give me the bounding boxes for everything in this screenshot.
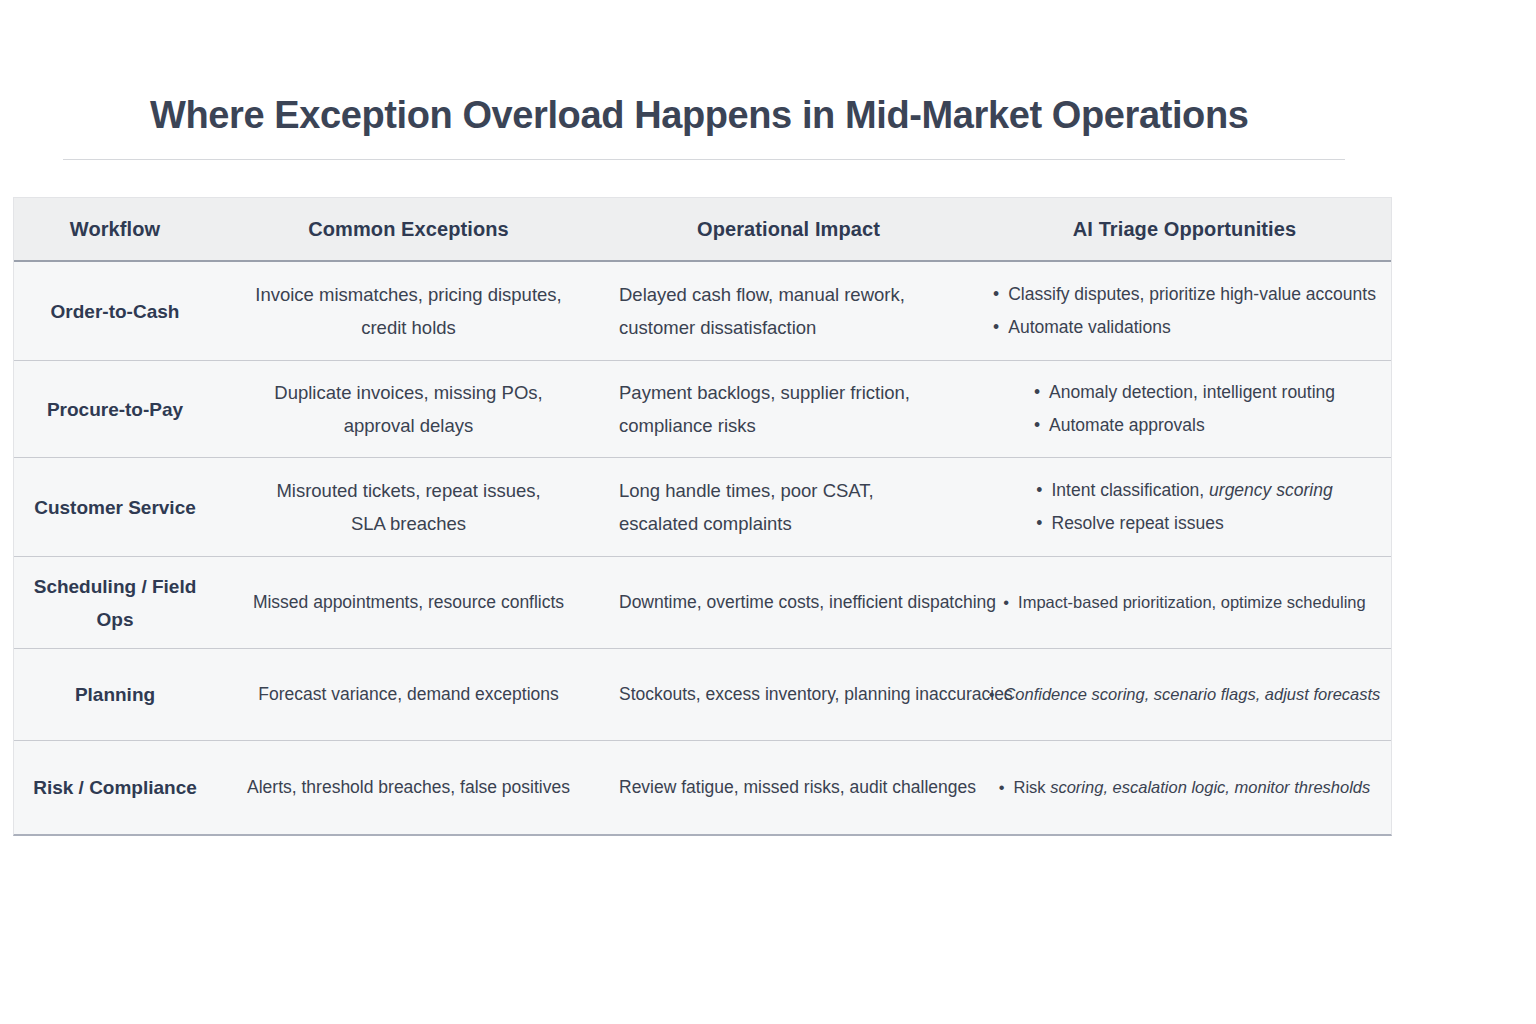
table-row: Procure-to-Pay Duplicate invoices, missi… — [14, 361, 1391, 458]
workflow-cell: Scheduling / Field Ops — [14, 557, 216, 648]
impact-cell: Delayed cash flow, manual rework, custom… — [601, 262, 976, 360]
exceptions-cell: Duplicate invoices, missing POs, approva… — [216, 361, 601, 457]
triage-text: Automate validations — [1008, 317, 1170, 337]
exceptions-cell: Forecast variance, demand exceptions — [216, 649, 601, 740]
triage-cell: • Impact-based prioritization, optimize s… — [976, 557, 1393, 648]
bullet-icon: • — [1036, 474, 1042, 507]
bullet-icon: • — [1003, 586, 1009, 619]
workflow-cell: Risk / Compliance — [14, 741, 216, 834]
col-header-common-exceptions: Common Exceptions — [216, 198, 601, 260]
triage-text-italic: Confidence scoring, scenario flags, adju… — [1003, 685, 1380, 703]
bullet-icon: • — [1034, 376, 1040, 409]
bullet-icon: • — [993, 278, 999, 311]
triage-bullet-item: • Resolve repeat issues — [1036, 507, 1332, 540]
triage-bullet-item: • Anomaly detection, intelligent routing — [1034, 376, 1335, 409]
triage-bullet-item: • Automate approvals — [1034, 409, 1335, 442]
page: Where Exception Overload Happens in Mid-… — [0, 0, 1536, 1024]
impact-line: Review fatigue, missed risks, audit chal… — [619, 771, 976, 804]
impact-cell: Stockouts, excess inventory, planning in… — [601, 649, 976, 740]
impact-line: Stockouts, excess inventory, planning in… — [619, 678, 1013, 711]
col-header-ai-triage: AI Triage Opportunities — [976, 198, 1393, 260]
table-row: Planning Forecast variance, demand excep… — [14, 649, 1391, 741]
page-title: Where Exception Overload Happens in Mid-… — [150, 94, 1248, 137]
col-header-workflow: Workflow — [14, 198, 216, 260]
impact-line: Payment backlogs, supplier friction, — [619, 376, 910, 409]
bullet-icon: • — [999, 771, 1005, 804]
table-row: Risk / Compliance Alerts, threshold brea… — [14, 741, 1391, 834]
table-row: Scheduling / Field Ops Missed appointmen… — [14, 557, 1391, 649]
workflow-cell: Procure-to-Pay — [14, 361, 216, 457]
workflow-cell: Planning — [14, 649, 216, 740]
triage-bullet-item: • Risk scoring, escalation logic, monitor… — [999, 771, 1371, 804]
triage-bullet-item: • Impact-based prioritization, optimize s… — [1003, 586, 1365, 619]
exceptions-line: Missed appointments, resource conflicts — [253, 586, 564, 619]
impact-line: compliance risks — [619, 409, 910, 442]
bullet-icon: • — [1034, 409, 1040, 442]
triage-text: Resolve repeat issues — [1052, 513, 1224, 533]
triage-bullet-item: • Confidence scoring, scenario flags, adj… — [989, 678, 1381, 711]
triage-cell: •Anomaly detection, intelligent routing … — [976, 361, 1393, 457]
workflow-cell: Order-to-Cash — [14, 262, 216, 360]
exceptions-line: Misrouted tickets, repeat issues, — [276, 474, 540, 507]
exceptions-line: SLA breaches — [276, 507, 540, 540]
triage-text: Intent classification, — [1052, 480, 1210, 500]
impact-cell: Downtime, overtime costs, inefficient di… — [601, 557, 976, 648]
triage-text-italic: scoring, escalation logic, monitor thres… — [1050, 778, 1370, 796]
exceptions-cell: Alerts, threshold breaches, false positi… — [216, 741, 601, 834]
exceptions-line: credit holds — [255, 311, 561, 344]
exceptions-line: approval delays — [274, 409, 542, 442]
impact-cell: Payment backlogs, supplier friction, com… — [601, 361, 976, 457]
triage-bullet-item: • Intent classification, urgency scoring — [1036, 474, 1332, 507]
bullet-icon: • — [989, 678, 995, 711]
title-divider — [63, 159, 1345, 160]
triage-cell: •Intent classification, urgency scoring … — [976, 458, 1393, 556]
impact-cell: Long handle times, poor CSAT, escalated … — [601, 458, 976, 556]
impact-line: customer dissatisfaction — [619, 311, 905, 344]
triage-cell: • Classify disputes, prioritize high-valu… — [976, 262, 1393, 360]
triage-text-italic: urgency scoring — [1209, 480, 1333, 500]
col-header-operational-impact: Operational Impact — [601, 198, 976, 260]
exceptions-cell: Missed appointments, resource conflicts — [216, 557, 601, 648]
impact-line: Delayed cash flow, manual rework, — [619, 278, 905, 311]
exceptions-line: Alerts, threshold breaches, false positi… — [247, 771, 570, 804]
table-row: Order-to-Cash Invoice mismatches, pricin… — [14, 262, 1391, 361]
exceptions-cell: Invoice mismatches, pricing disputes, cr… — [216, 262, 601, 360]
triage-cell: • Risk scoring, escalation logic, monitor… — [976, 741, 1393, 834]
exceptions-line: Forecast variance, demand exceptions — [258, 678, 559, 711]
impact-cell: Review fatigue, missed risks, audit chal… — [601, 741, 976, 834]
triage-cell: • Confidence scoring, scenario flags, adj… — [976, 649, 1393, 740]
bullet-icon: • — [1036, 507, 1042, 540]
impact-line: escalated complaints — [619, 507, 874, 540]
triage-text: Automate approvals — [1049, 415, 1205, 435]
exceptions-cell: Misrouted tickets, repeat issues, SLA br… — [216, 458, 601, 556]
triage-bullet-item: • Classify disputes, prioritize high-valu… — [993, 278, 1376, 311]
impact-line: Long handle times, poor CSAT, — [619, 474, 874, 507]
exception-overload-table: Workflow Common Exceptions Operational I… — [13, 197, 1392, 836]
triage-text: Impact-based prioritization, optimize sc… — [1018, 593, 1366, 611]
table-row: Customer Service Misrouted tickets, repe… — [14, 458, 1391, 557]
exceptions-line: Invoice mismatches, pricing disputes, — [255, 278, 561, 311]
impact-line: Downtime, overtime costs, inefficient di… — [619, 586, 996, 619]
triage-text: Risk — [1014, 778, 1051, 796]
triage-text: Anomaly detection, intelligent routing — [1049, 382, 1335, 402]
triage-bullet-item: • Automate validations — [993, 311, 1376, 344]
exceptions-line: Duplicate invoices, missing POs, — [274, 376, 542, 409]
bullet-icon: • — [993, 311, 999, 344]
table-header-row: Workflow Common Exceptions Operational I… — [14, 198, 1391, 262]
workflow-cell: Customer Service — [14, 458, 216, 556]
triage-text: Classify disputes, prioritize high-value… — [1008, 284, 1376, 304]
